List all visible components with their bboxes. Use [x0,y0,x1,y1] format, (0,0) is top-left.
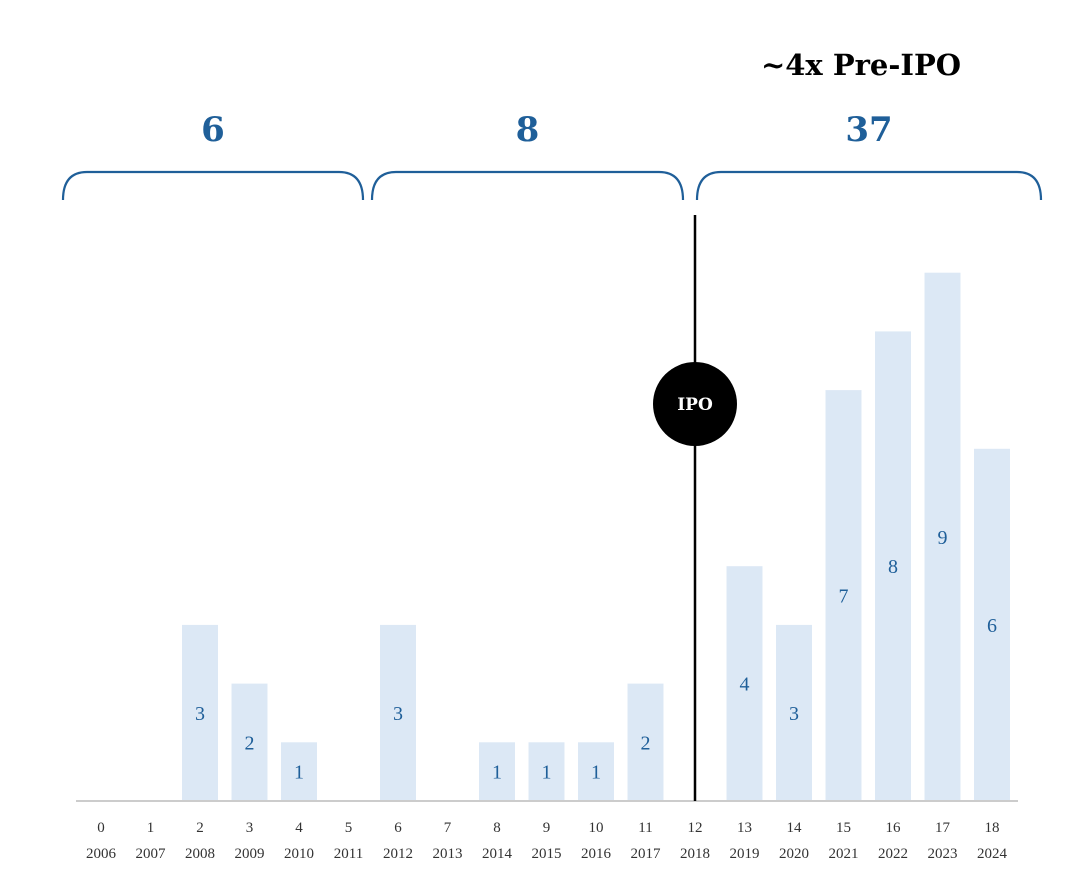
x-tick-index: 1 [147,820,155,836]
bar-value-label: 1 [542,762,552,784]
group-total-label: 8 [516,110,540,150]
headline-annotation: ~4x Pre-IPO [761,48,961,82]
group-brace [370,170,685,201]
bar-value-label: 1 [492,762,502,784]
x-axis-ticks: 0 2006 1 2007 2 2008 3 2009 4 2010 5 2011 6 2012 7 2013… [86,820,1008,862]
bar-2023 [924,272,961,801]
group-braces: 6 8 37 [61,110,1043,201]
bar-value-label: 6 [987,615,997,637]
x-tick-index: 15 [836,820,851,836]
x-tick-index: 14 [787,820,803,836]
bar-2019 [726,566,763,801]
x-tick-year: 2014 [482,846,513,862]
x-tick-year: 2017 [631,846,662,862]
x-tick-index: 2 [196,820,204,836]
bar-value-label: 4 [740,674,750,696]
bar-value-label: 2 [641,732,651,754]
bar-value-label: 7 [839,586,849,608]
bar-2015 [528,742,565,801]
x-tick-index: 8 [493,820,501,836]
x-tick-year: 2020 [779,846,809,862]
bar-2024 [974,448,1010,801]
x-tick-index: 4 [295,820,303,836]
bar-2016 [578,742,614,801]
x-tick-index: 17 [935,820,951,836]
x-tick-index: 12 [688,820,703,836]
x-tick-index: 10 [589,820,604,836]
x-tick-year: 2008 [185,846,215,862]
x-tick-year: 2024 [977,846,1008,862]
x-tick-index: 16 [886,820,902,836]
ipo-marker: IPO [653,215,737,801]
x-tick-year: 2009 [235,846,265,862]
bar-2012 [380,624,416,801]
bar-value-label: 9 [938,527,948,549]
bar-value-label: 3 [393,703,403,725]
bars: 3 2 1 3 1 1 1 2 4 3 7 8 9 6 [182,272,1010,801]
x-tick-index: 11 [638,820,652,836]
x-tick-year: 2016 [581,846,612,862]
bar-value-label: 3 [195,703,205,725]
x-tick-index: 18 [985,820,1000,836]
bar-value-label: 1 [294,762,304,784]
x-tick-index: 6 [394,820,402,836]
x-tick-year: 2011 [334,846,363,862]
x-tick-index: 13 [737,820,752,836]
x-tick-year: 2007 [136,846,167,862]
x-tick-year: 2021 [829,846,859,862]
x-tick-year: 2022 [878,846,908,862]
bar-2010 [281,742,317,801]
ipo-label: IPO [677,395,713,415]
x-tick-year: 2018 [680,846,710,862]
bar-2014 [479,742,515,801]
bar-value-label: 1 [591,762,601,784]
x-tick-year: 2012 [383,846,413,862]
x-tick-year: 2023 [928,846,958,862]
bar-2021 [825,390,862,801]
x-tick-index: 5 [345,820,353,836]
x-tick-year: 2015 [532,846,562,862]
x-tick-year: 2006 [86,846,117,862]
bar-2017 [627,683,664,801]
x-tick-index: 3 [246,820,254,836]
group-total-label: 6 [201,110,225,150]
bar-2009 [231,683,268,801]
bar-value-label: 3 [789,703,799,725]
x-tick-year: 2010 [284,846,314,862]
group-total-label: 37 [845,110,892,150]
x-tick-index: 0 [97,820,105,836]
bar-value-label: 2 [245,732,255,754]
x-tick-index: 9 [543,820,551,836]
bar-2022 [875,331,911,801]
group-brace [61,170,365,201]
ipo-circle [653,362,737,446]
bar-2008 [182,624,218,801]
x-tick-index: 7 [444,820,452,836]
bar-2020 [776,624,812,801]
x-tick-year: 2019 [730,846,760,862]
bar-value-label: 8 [888,556,898,578]
group-brace [695,170,1043,201]
x-tick-year: 2013 [433,846,463,862]
